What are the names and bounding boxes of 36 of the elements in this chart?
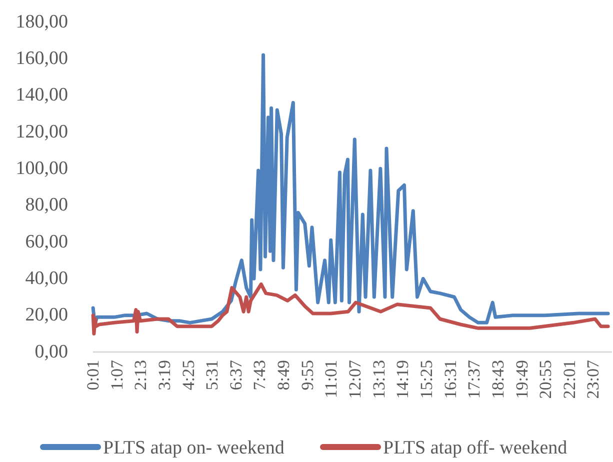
- x-tick-label: 11:01: [322, 360, 341, 398]
- x-tick-label: 4:25: [178, 360, 198, 390]
- x-tick-label: 20:55: [536, 360, 556, 399]
- x-tick-label: 23:07: [584, 360, 603, 399]
- x-tick-label: 8:49: [274, 360, 294, 390]
- x-tick-label: 17:37: [464, 360, 484, 399]
- x-tick-label: 0:01: [84, 360, 102, 390]
- x-tick-label: 14:19: [393, 360, 412, 399]
- x-tick-label: 18:43: [488, 360, 508, 399]
- y-tick-label: 60,00: [25, 231, 68, 252]
- x-tick-label: 5:31: [202, 360, 222, 390]
- y-tick-label: 100,00: [16, 158, 68, 179]
- y-tick-label: 180,00: [16, 11, 68, 32]
- line-series: [91, 282, 610, 336]
- y-tick-label: 80,00: [25, 194, 68, 216]
- line-series: [91, 53, 610, 326]
- y-tick-label: 120,00: [16, 121, 68, 142]
- x-tick-label: 22:01: [560, 360, 579, 399]
- x-tick-label: 9:55: [298, 360, 317, 390]
- y-tick-label: 20,00: [25, 304, 68, 326]
- x-tick-label: 7:43: [250, 360, 270, 390]
- legend-label: PLTS atap off- weekend: [383, 438, 568, 459]
- x-tick-label: 15:25: [416, 360, 436, 399]
- x-tick-label: 2:13: [131, 360, 150, 390]
- y-tick-label: 0,00: [34, 341, 68, 362]
- x-tick-label: 16:31: [440, 360, 460, 399]
- x-tick-label: 3:19: [154, 360, 174, 390]
- y-tick-label: 40,00: [25, 268, 68, 289]
- x-tick-label: 12:07: [346, 360, 365, 399]
- x-tick-label: 1:07: [107, 360, 126, 390]
- y-tick-label: 140,00: [16, 84, 68, 106]
- y-tick-label: 160,00: [16, 48, 68, 69]
- x-tick-label: 6:37: [226, 360, 246, 390]
- x-tick-label: 13:13: [369, 360, 388, 399]
- x-tick-label: 19:49: [512, 360, 532, 399]
- legend-label: PLTS atap on- weekend: [103, 438, 285, 459]
